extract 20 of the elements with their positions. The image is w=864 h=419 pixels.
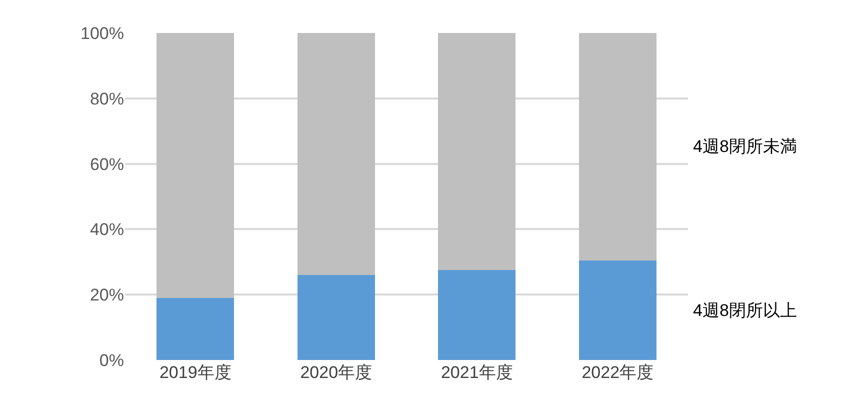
x-tick-label: 2020年度	[300, 363, 372, 382]
text: 4週8閉所以上	[693, 301, 797, 320]
bar	[297, 33, 375, 275]
bar	[578, 33, 656, 260]
bar	[297, 274, 375, 360]
y-tick-label: 60%	[90, 154, 124, 174]
text: 4週8閉所未満	[693, 137, 797, 156]
x-tick-label: 2022年度	[582, 363, 654, 382]
x-tick-label: 2019年度	[159, 363, 232, 382]
x-tick-label: 2021年度	[440, 363, 513, 382]
y-tick-label: 20%	[90, 286, 124, 305]
bar	[438, 270, 516, 360]
bar	[156, 33, 234, 298]
y-tick-label: 100%	[80, 24, 124, 43]
bar	[438, 33, 516, 270]
y-tick-label: 0%	[99, 350, 124, 370]
bar	[156, 298, 234, 360]
bar	[578, 260, 656, 360]
y-tick-label: 80%	[90, 89, 124, 108]
y-tick-label: 40%	[90, 220, 124, 240]
